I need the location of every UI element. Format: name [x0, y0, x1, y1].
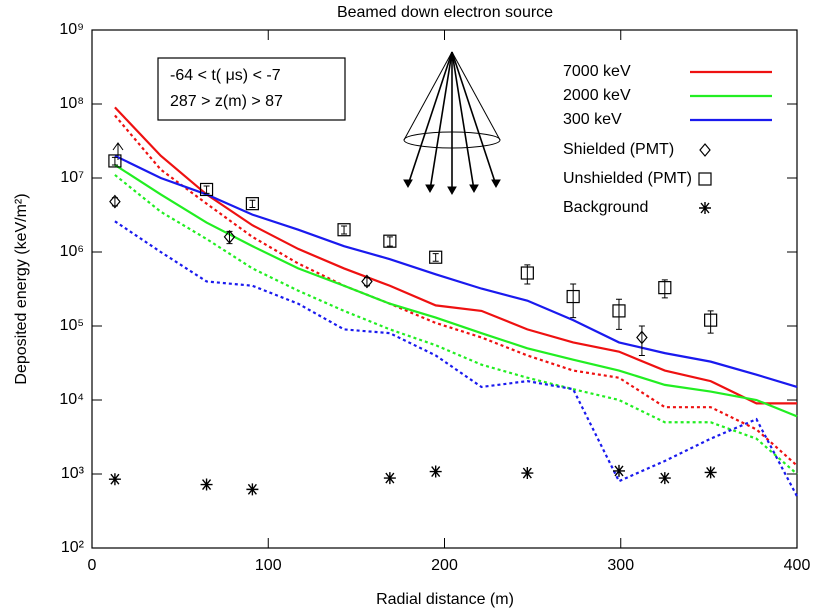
- y-tick-label: 10⁹: [59, 21, 84, 38]
- legend-label: Unshielded (PMT): [563, 170, 692, 187]
- asterisk-marker: [612, 464, 625, 477]
- legend-swatch: [698, 172, 712, 186]
- legend-swatch: [699, 143, 711, 157]
- x-tick-label: 100: [255, 557, 282, 574]
- square-marker: [199, 182, 214, 197]
- x-tick-label: 200: [431, 557, 458, 574]
- asterisk-marker: [521, 467, 534, 480]
- legend-label: 7000 keV: [563, 63, 631, 80]
- error-bar: [570, 283, 577, 319]
- diamond-marker: [361, 274, 373, 289]
- error-bar: [524, 264, 531, 285]
- asterisk-marker: [246, 483, 259, 496]
- y-tick-label: 10⁴: [59, 391, 84, 408]
- legend-swatch: [699, 202, 711, 214]
- y-tick-label: 10³: [61, 465, 85, 482]
- legend-label: Background: [563, 199, 648, 216]
- square-marker: [658, 281, 672, 295]
- square-marker: [429, 250, 443, 264]
- y-tick-label: 10⁷: [60, 169, 84, 186]
- asterisk-marker: [658, 472, 671, 485]
- y-tick-label: 10⁸: [59, 95, 84, 112]
- square-marker: [520, 266, 534, 280]
- legend-label: 300 keV: [563, 111, 622, 128]
- asterisk-marker: [704, 466, 717, 479]
- error-bar: [341, 225, 348, 235]
- error-bar: [661, 279, 668, 299]
- x-tick-label: 300: [607, 557, 634, 574]
- annotation: 287 > z(m) > 87: [170, 93, 283, 110]
- annotation-box: [157, 57, 346, 121]
- chart-title: Beamed down electron source: [337, 4, 553, 21]
- square-marker: [245, 197, 259, 211]
- y-tick-label: 10⁶: [60, 243, 84, 260]
- square-marker: [566, 289, 580, 304]
- square-marker: [704, 313, 718, 327]
- legend-label: Shielded (PMT): [563, 141, 674, 158]
- diamond-marker: [636, 330, 648, 345]
- error-bar: [203, 185, 210, 194]
- diamond-marker: [109, 194, 121, 209]
- error-bar: [615, 298, 622, 330]
- diamond-marker: [223, 229, 236, 244]
- legend-label: 2000 keV: [563, 87, 631, 104]
- asterisk-marker: [429, 465, 442, 478]
- cone-icon: [403, 51, 501, 196]
- dotted-line: [114, 220, 798, 497]
- error-bar: [111, 156, 118, 166]
- x-tick-label: 0: [88, 557, 97, 574]
- error-bar: [432, 253, 439, 262]
- line: [114, 106, 797, 405]
- asterisk-marker: [108, 473, 121, 486]
- dotted-line: [114, 174, 798, 475]
- square-marker: [612, 304, 626, 318]
- error-bar: [386, 236, 393, 247]
- x-axis-label: Radial distance (m): [376, 591, 514, 608]
- square-marker: [383, 234, 397, 248]
- y-tick-label: 10⁵: [60, 317, 84, 334]
- asterisk-marker: [383, 472, 396, 485]
- y-axis-label: Deposited energy (keV/m²): [13, 193, 30, 384]
- y-tick-label: 10²: [61, 539, 85, 556]
- square-marker: [337, 223, 351, 237]
- annotation: -64 < t( μs) < -7: [170, 67, 281, 84]
- dotted-line: [114, 114, 798, 467]
- error-bar: [249, 199, 256, 208]
- line: [114, 154, 798, 389]
- asterisk-marker: [200, 478, 213, 491]
- x-tick-label: 400: [784, 557, 811, 574]
- square-marker: [108, 154, 122, 168]
